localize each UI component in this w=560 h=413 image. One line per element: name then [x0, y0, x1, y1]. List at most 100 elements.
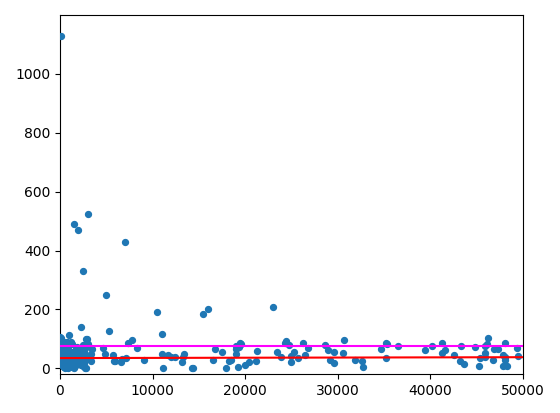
Point — [59, 354, 68, 360]
Point — [63, 362, 72, 369]
Point — [58, 351, 67, 358]
Point — [76, 355, 85, 361]
Point — [58, 344, 67, 350]
Point — [58, 339, 67, 346]
Point — [166, 354, 175, 361]
Point — [80, 358, 88, 365]
Point — [62, 347, 71, 354]
Point — [63, 355, 72, 362]
Point — [64, 362, 73, 368]
Point — [339, 337, 348, 343]
Point — [157, 351, 166, 357]
Point — [63, 361, 72, 368]
Point — [180, 351, 189, 357]
Point — [66, 360, 75, 366]
Point — [68, 353, 77, 360]
Point — [118, 356, 127, 362]
Point — [69, 221, 78, 228]
Point — [72, 346, 81, 353]
Point — [56, 352, 65, 359]
Point — [163, 352, 172, 358]
Point — [58, 343, 67, 349]
Point — [326, 357, 335, 363]
Point — [62, 347, 71, 354]
Point — [59, 340, 68, 347]
Point — [64, 332, 73, 339]
Point — [58, 363, 67, 370]
Point — [171, 354, 180, 361]
Point — [58, 346, 67, 352]
Point — [64, 355, 73, 361]
Point — [481, 354, 490, 360]
Point — [63, 355, 72, 361]
Point — [60, 354, 69, 360]
Point — [61, 340, 70, 347]
Point — [60, 352, 69, 358]
Point — [501, 354, 510, 360]
Point — [75, 359, 84, 366]
Point — [204, 306, 213, 313]
Point — [58, 350, 67, 357]
Point — [277, 354, 286, 361]
Point — [64, 363, 73, 369]
Point — [61, 358, 70, 365]
Point — [60, 350, 69, 357]
Point — [66, 354, 75, 361]
Point — [67, 340, 76, 347]
Point — [376, 346, 385, 352]
Point — [285, 342, 294, 349]
Point — [64, 362, 73, 368]
Point — [79, 357, 88, 363]
Point — [281, 340, 290, 347]
Point — [58, 349, 67, 356]
Point — [237, 341, 246, 348]
Point — [72, 347, 81, 354]
Point — [210, 346, 219, 352]
Point — [109, 351, 118, 358]
Point — [80, 365, 89, 371]
Point — [63, 361, 72, 367]
Point — [57, 345, 66, 352]
Point — [67, 359, 76, 366]
Point — [87, 351, 96, 358]
Point — [58, 359, 67, 366]
Point — [55, 360, 64, 367]
Point — [64, 353, 73, 360]
Point — [76, 349, 85, 356]
Point — [57, 347, 66, 354]
Point — [76, 355, 85, 361]
Point — [72, 346, 81, 353]
Point — [153, 309, 162, 316]
Point — [231, 345, 240, 352]
Point — [427, 342, 436, 349]
Point — [251, 358, 260, 364]
Point — [59, 356, 68, 363]
Point — [78, 268, 87, 275]
Point — [209, 357, 218, 363]
Point — [235, 340, 244, 347]
Point — [70, 361, 79, 368]
Point — [62, 353, 71, 359]
Point — [179, 354, 188, 361]
Point — [304, 345, 312, 351]
Point — [382, 339, 391, 346]
Point — [188, 364, 197, 371]
Point — [157, 331, 166, 337]
Point — [61, 363, 70, 369]
Point — [480, 350, 489, 356]
Point — [76, 358, 85, 364]
Point — [57, 32, 66, 39]
Point — [62, 338, 71, 345]
Point — [178, 359, 186, 366]
Point — [65, 353, 74, 359]
Point — [59, 354, 68, 361]
Point — [78, 358, 87, 365]
Point — [514, 353, 523, 359]
Point — [62, 355, 71, 362]
Point — [63, 355, 72, 362]
Point — [493, 345, 502, 352]
Point — [58, 341, 67, 348]
Point — [73, 344, 82, 350]
Point — [60, 364, 69, 370]
Point — [63, 353, 72, 359]
